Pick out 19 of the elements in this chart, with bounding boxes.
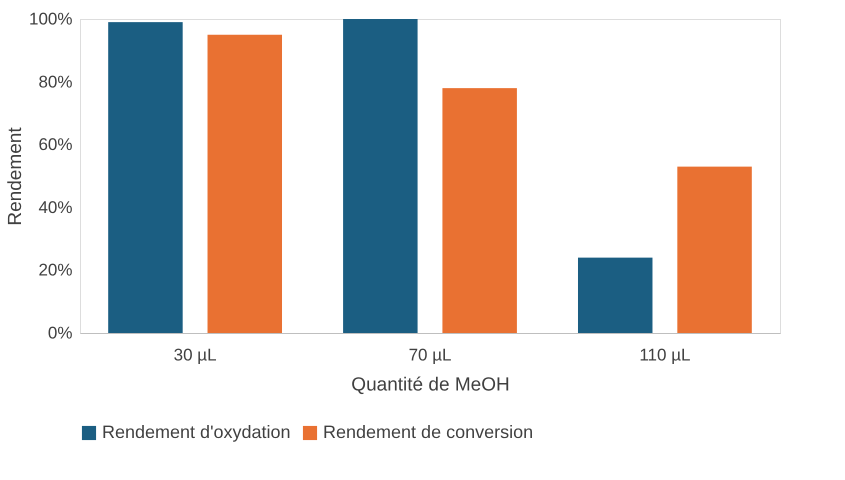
bar xyxy=(208,34,282,333)
bar xyxy=(677,166,752,333)
x-axis-title: Quantité de MeOH xyxy=(351,374,510,396)
x-tick-label: 30 µL xyxy=(174,346,217,364)
y-tick-label: 20% xyxy=(38,260,72,280)
bar xyxy=(578,258,652,333)
legend-label: Rendement de conversion xyxy=(323,422,534,442)
y-tick-label: 80% xyxy=(38,72,72,92)
y-axis-title: Rendement xyxy=(5,126,26,226)
bar xyxy=(108,22,183,333)
x-tick-label: 110 µL xyxy=(639,346,690,364)
legend-label: Rendement d'oxydation xyxy=(102,422,291,442)
y-tick-label: 40% xyxy=(38,198,72,217)
x-tick-label: 70 µL xyxy=(408,346,452,364)
bar xyxy=(343,19,418,333)
bar xyxy=(442,88,517,333)
y-tick-label: 60% xyxy=(38,135,72,154)
y-tick-label: 100% xyxy=(29,10,72,28)
y-tick-label: 0% xyxy=(48,324,72,342)
